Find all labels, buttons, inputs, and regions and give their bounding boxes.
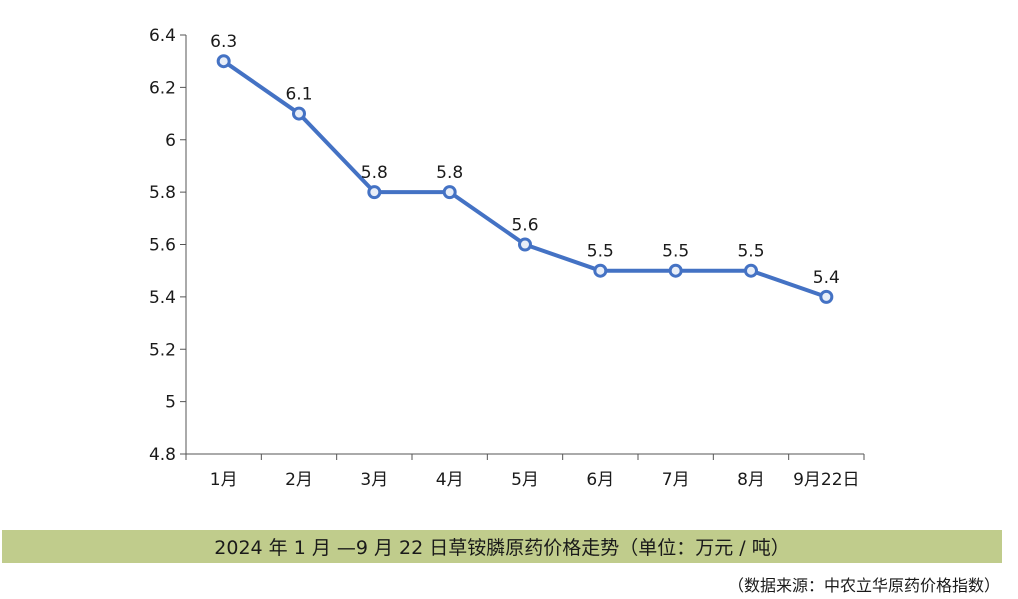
data-point: [292, 106, 306, 121]
data-point: [367, 185, 382, 200]
y-tick-label: 6: [165, 131, 176, 151]
x-tick-label: 8月: [737, 470, 765, 490]
y-tick-label: 5: [165, 393, 176, 413]
data-label: 6.3: [210, 32, 237, 52]
data-label: 5.6: [511, 216, 538, 236]
data-point: [442, 185, 457, 200]
chart-caption: 2024 年 1 月 —9 月 22 日草铵膦原药价格走势（单位：万元 / 吨）: [2, 530, 1002, 563]
y-tick-label: 6.2: [149, 78, 176, 98]
data-point: [744, 263, 758, 278]
y-tick-label: 5.8: [149, 183, 176, 203]
data-point: [668, 263, 683, 278]
data-label: 5.5: [587, 242, 614, 262]
x-tick-label: 3月: [360, 470, 388, 490]
data-label: 5.5: [662, 242, 689, 262]
data-label: 6.1: [285, 85, 312, 105]
chart-caption-text: 2024 年 1 月 —9 月 22 日草铵膦原药价格走势（单位：万元 / 吨）: [214, 537, 790, 559]
y-tick-label: 4.8: [149, 445, 176, 465]
data-point: [518, 237, 532, 252]
data-point: [216, 54, 231, 69]
x-axis-ticks: 1月 2月 3月 4月 5月 6月 7月 8月 9月22日: [185, 454, 865, 490]
x-tick-label: 5月: [511, 470, 539, 490]
line-chart: 4.8 5 5.2 5.4 5.6 5.8 6 6.2 6.4 1月 2月 3月 4月 5月 6月 7月 8月…: [149, 26, 865, 490]
data-labels: 6.3 6.1 5.8 5.8 5.6 5.5 5.5 5.5 5.4: [210, 32, 840, 288]
x-tick-label: 7月: [662, 470, 690, 490]
data-label: 5.5: [737, 242, 764, 262]
data-label: 5.4: [813, 268, 840, 288]
data-point: [819, 289, 834, 304]
x-tick-label: 2月: [285, 470, 313, 490]
y-tick-label: 5.2: [149, 340, 176, 360]
data-label: 5.8: [436, 163, 463, 183]
data-series: [222, 59, 827, 299]
y-tick-label: 6.4: [149, 26, 176, 46]
y-tick-label: 5.4: [149, 288, 176, 308]
y-axis-ticks: 4.8 5 5.2 5.4 5.6 5.8 6 6.2 6.4: [149, 26, 186, 465]
series-line: [222, 59, 827, 299]
data-label: 5.8: [361, 163, 388, 183]
x-tick-label: 6月: [586, 470, 614, 490]
x-tick-label: 1月: [210, 470, 238, 490]
x-tick-label: 9月22日: [793, 470, 859, 490]
data-source: （数据来源：中农立华原药价格指数）: [727, 576, 1000, 595]
y-tick-label: 5.6: [149, 236, 176, 256]
data-point: [593, 263, 608, 278]
x-tick-label: 4月: [436, 470, 464, 490]
data-points: [216, 54, 834, 304]
